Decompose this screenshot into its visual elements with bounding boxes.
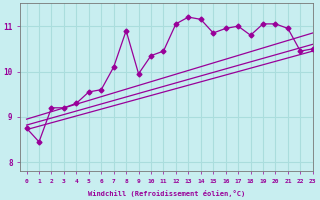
X-axis label: Windchill (Refroidissement éolien,°C): Windchill (Refroidissement éolien,°C) xyxy=(88,190,245,197)
